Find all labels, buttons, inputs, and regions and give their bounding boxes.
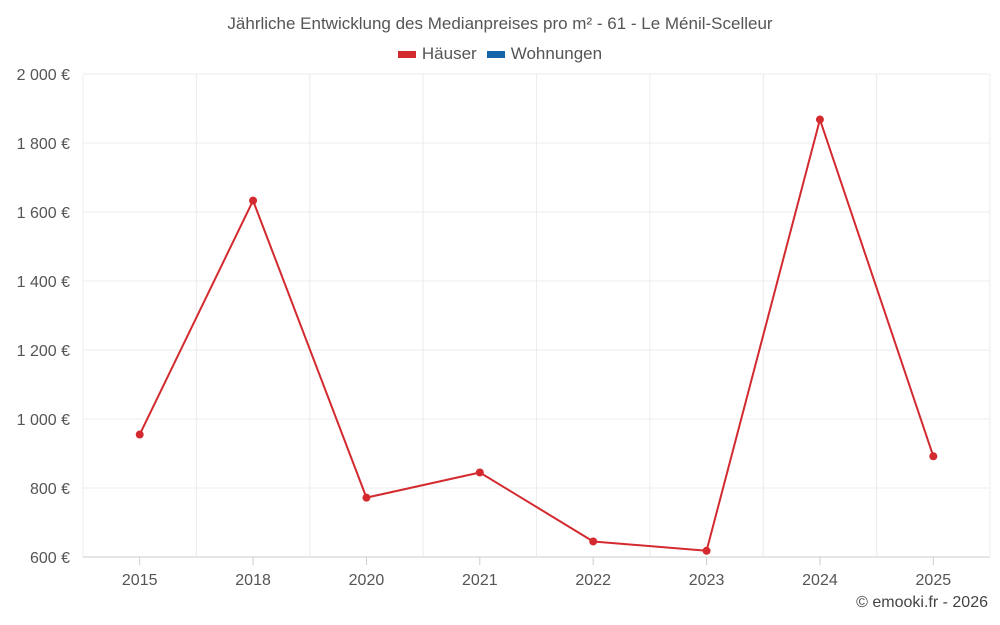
legend: Häuser Wohnungen — [0, 44, 1000, 64]
data-point — [362, 493, 371, 502]
data-point — [702, 546, 711, 555]
data-point — [135, 430, 144, 439]
y-tick-label: 1 200 € — [17, 343, 70, 360]
x-tick-label: 2024 — [802, 572, 838, 589]
x-tick-label: 2022 — [575, 572, 611, 589]
y-tick-label: 2 000 € — [17, 67, 70, 84]
legend-swatch-wohnungen — [486, 50, 505, 58]
legend-label-wohnungen: Wohnungen — [510, 44, 603, 63]
x-tick-label: 2018 — [235, 572, 271, 589]
x-tick-label: 2023 — [689, 572, 725, 589]
data-point — [929, 452, 938, 461]
y-tick-label: 800 € — [30, 481, 70, 498]
credit: © emooki.fr - 2026 — [856, 594, 988, 611]
x-tick-label: 2025 — [916, 572, 952, 589]
y-tick-label: 1 400 € — [17, 274, 70, 291]
x-tick-label: 2021 — [462, 572, 498, 589]
x-tick-label: 2020 — [349, 572, 385, 589]
data-point — [249, 196, 258, 205]
y-tick-label: 1 800 € — [17, 136, 70, 153]
legend-swatch-haeuser — [397, 50, 416, 58]
legend-item-haeuser[interactable]: Häuser — [397, 44, 477, 64]
series-line — [138, 118, 935, 552]
data-point — [475, 468, 484, 477]
legend-item-wohnungen[interactable]: Wohnungen — [486, 44, 603, 64]
y-tick-label: 600 € — [30, 550, 70, 567]
x-tick-label: 2015 — [122, 572, 158, 589]
y-tick-label: 1 600 € — [17, 205, 70, 222]
chart-title: Jährliche Entwicklung des Medianpreises … — [227, 14, 773, 33]
legend-label-haeuser: Häuser — [421, 44, 477, 63]
data-point — [589, 537, 598, 546]
y-tick-label: 1 000 € — [17, 412, 70, 429]
data-point — [815, 115, 824, 124]
